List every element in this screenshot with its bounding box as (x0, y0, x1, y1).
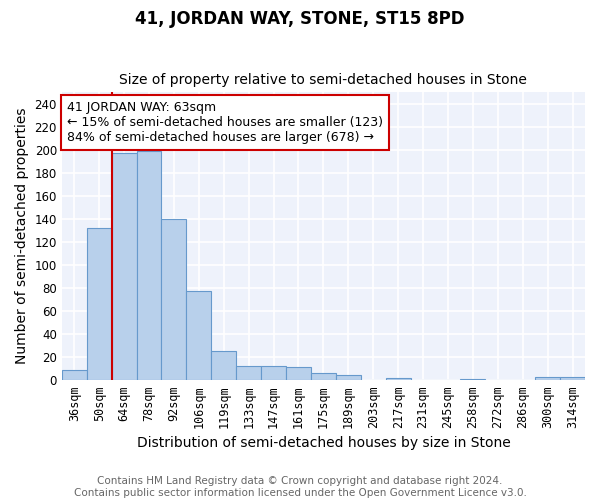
Text: Contains HM Land Registry data © Crown copyright and database right 2024.
Contai: Contains HM Land Registry data © Crown c… (74, 476, 526, 498)
Bar (311, 373, 336, 380)
Bar (137, 151, 161, 380)
Bar (236, 366, 261, 380)
Y-axis label: Number of semi-detached properties: Number of semi-detached properties (15, 108, 29, 364)
Bar (211, 352, 236, 380)
Bar (386, 378, 410, 380)
Title: Size of property relative to semi-detached houses in Stone: Size of property relative to semi-detach… (119, 73, 527, 87)
Bar (535, 376, 560, 380)
Bar (336, 376, 361, 380)
Bar (460, 379, 485, 380)
Bar (286, 368, 311, 380)
X-axis label: Distribution of semi-detached houses by size in Stone: Distribution of semi-detached houses by … (137, 436, 510, 450)
Bar (62, 370, 87, 380)
Bar (87, 228, 112, 380)
Text: 41, JORDAN WAY, STONE, ST15 8PD: 41, JORDAN WAY, STONE, ST15 8PD (135, 10, 465, 28)
Bar (560, 376, 585, 380)
Text: 41 JORDAN WAY: 63sqm
← 15% of semi-detached houses are smaller (123)
84% of semi: 41 JORDAN WAY: 63sqm ← 15% of semi-detac… (67, 101, 383, 144)
Bar (161, 219, 187, 380)
Bar (187, 292, 211, 380)
Bar (261, 366, 286, 380)
Bar (112, 154, 137, 380)
